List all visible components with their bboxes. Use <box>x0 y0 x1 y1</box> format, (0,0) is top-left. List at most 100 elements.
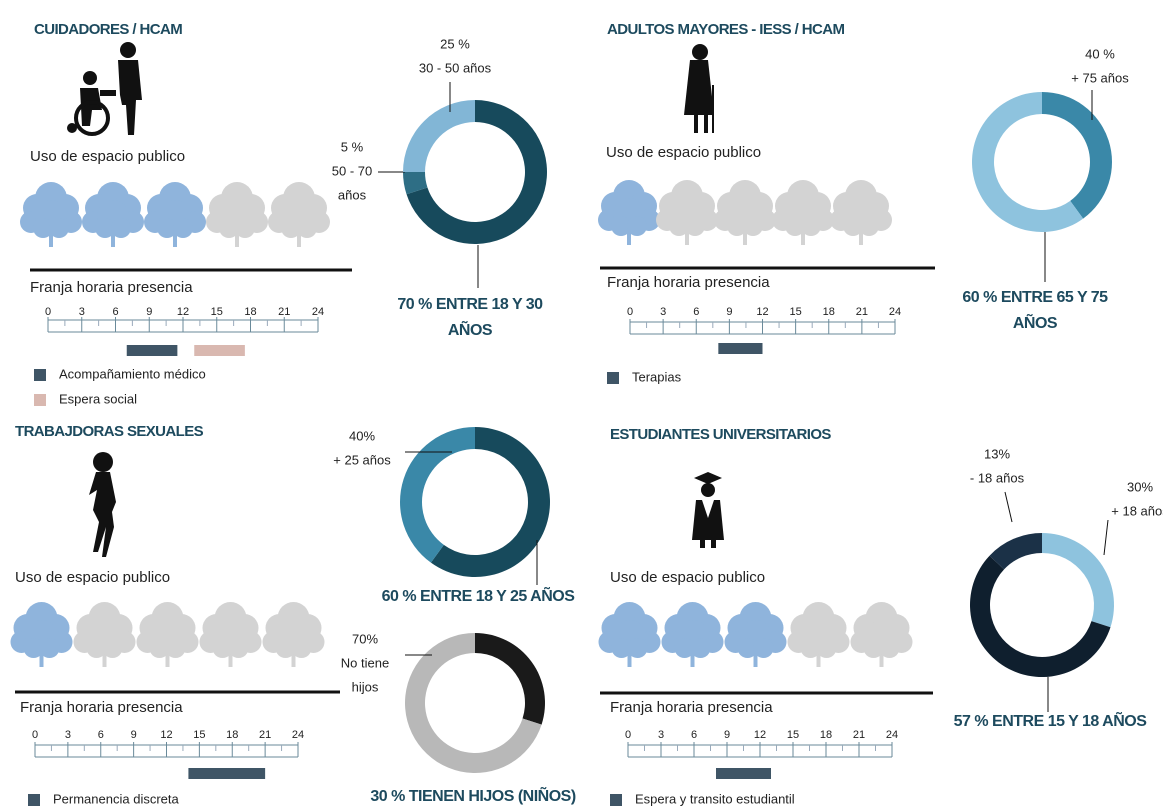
legend-label: Espera y transito estudiantil <box>635 791 795 806</box>
legend-swatch <box>34 369 46 381</box>
tree <box>851 602 913 667</box>
donut-caption: AÑOS <box>1013 312 1058 332</box>
donut-label: - 18 años <box>970 470 1025 485</box>
tree-crown <box>292 638 312 658</box>
hour-label: 18 <box>244 306 256 318</box>
tree-crown <box>880 638 900 658</box>
hour-label: 3 <box>658 729 664 741</box>
tree <box>788 602 850 667</box>
donut-caption: 60 % ENTRE 18 Y 25 AÑOS <box>382 585 576 605</box>
schedule-bar <box>194 345 245 356</box>
leader-line <box>1104 520 1108 555</box>
legend-label: Permanencia discreta <box>53 791 179 806</box>
donut-label: + 75 años <box>1071 70 1129 85</box>
usage-label: Uso de espacio publico <box>610 569 765 586</box>
tree <box>20 182 82 247</box>
tree-crown <box>685 216 705 236</box>
donut-label: No tiene <box>341 655 389 670</box>
donut-label: 25 % <box>440 36 470 51</box>
hour-label: 21 <box>259 729 271 741</box>
donut-label: 13% <box>984 446 1010 461</box>
hour-label: 12 <box>754 729 766 741</box>
hour-label: 15 <box>193 729 205 741</box>
hour-label: 0 <box>32 729 38 741</box>
schedule-label: Franja horaria presencia <box>607 274 770 291</box>
tree <box>74 602 136 667</box>
hour-label: 9 <box>131 729 137 741</box>
legend-swatch <box>28 794 40 806</box>
tree-crown <box>49 218 69 238</box>
legend-label: Espera social <box>59 391 137 406</box>
hour-label: 15 <box>790 306 802 318</box>
hour-label: 9 <box>724 729 730 741</box>
hour-label: 3 <box>660 306 666 318</box>
schedule-label: Franja horaria presencia <box>30 279 193 296</box>
legend-swatch <box>34 394 46 406</box>
hour-label: 21 <box>856 306 868 318</box>
hour-label: 6 <box>112 306 118 318</box>
hour-label: 9 <box>726 306 732 318</box>
panel-title: ADULTOS MAYORES - IESS / HCAM <box>607 21 844 38</box>
hour-label: 12 <box>177 306 189 318</box>
hour-label: 24 <box>886 729 898 741</box>
schedule-bar <box>188 768 265 779</box>
hour-label: 18 <box>226 729 238 741</box>
infographic: CUIDADORES / HCAMUso de espacio publicoF… <box>0 0 1163 812</box>
tree <box>263 602 325 667</box>
tree-crown <box>166 638 186 658</box>
donut-caption: 70 % ENTRE 18 Y 30 <box>397 296 543 313</box>
usage-label: Uso de espacio publico <box>15 569 170 586</box>
tree-crown <box>111 218 131 238</box>
tree <box>137 602 199 667</box>
hour-label: 6 <box>98 729 104 741</box>
tree-crown <box>691 638 711 658</box>
hour-label: 0 <box>45 306 51 318</box>
donut-caption: 57 % ENTRE 15 Y 18 AÑOS <box>954 710 1148 730</box>
donut-label: 40 % <box>1085 46 1115 61</box>
tree-crown <box>754 638 774 658</box>
legend-swatch <box>610 794 622 806</box>
usage-label: Uso de espacio publico <box>30 148 185 165</box>
tree <box>599 602 661 667</box>
panel-title: TRABAJDORAS SEXUALES <box>15 423 204 440</box>
donut-label: hijos <box>352 679 379 694</box>
tree-crown <box>235 218 255 238</box>
donut-caption: 60 % ENTRE 65 Y 75 <box>962 289 1108 306</box>
donut-label: años <box>338 187 367 202</box>
tree <box>206 182 268 247</box>
schedule-label: Franja horaria presencia <box>610 699 773 716</box>
donut-caption: 30 % TIENEN HIJOS (NIÑOS) <box>370 785 575 805</box>
tree <box>714 180 776 245</box>
tree <box>662 602 724 667</box>
donut-label: + 25 años <box>333 452 391 467</box>
tree-crown <box>628 638 648 658</box>
tree-crown <box>817 638 837 658</box>
hour-label: 0 <box>625 729 631 741</box>
tree <box>11 602 73 667</box>
tree-crown <box>173 218 193 238</box>
tree-crown <box>743 216 763 236</box>
schedule-label: Franja horaria presencia <box>20 699 183 716</box>
hour-label: 12 <box>756 306 768 318</box>
donut-label: 30% <box>1127 479 1153 494</box>
hour-label: 0 <box>627 306 633 318</box>
hour-label: 12 <box>160 729 172 741</box>
donut-label: 40% <box>349 428 375 443</box>
donut-segment <box>475 633 545 725</box>
legend-swatch <box>607 372 619 384</box>
tree-crown <box>229 638 249 658</box>
hour-label: 15 <box>211 306 223 318</box>
hour-label: 6 <box>691 729 697 741</box>
tree-crown <box>297 218 317 238</box>
hour-label: 21 <box>278 306 290 318</box>
schedule-bar <box>127 345 178 356</box>
tree <box>200 602 262 667</box>
legend-label: Terapias <box>632 369 682 384</box>
hour-label: 24 <box>312 306 324 318</box>
tree <box>725 602 787 667</box>
donut-label: 5 % <box>341 139 364 154</box>
hour-label: 18 <box>820 729 832 741</box>
graduate-icon <box>692 472 724 548</box>
donut-caption: AÑOS <box>448 319 493 339</box>
hour-label: 21 <box>853 729 865 741</box>
